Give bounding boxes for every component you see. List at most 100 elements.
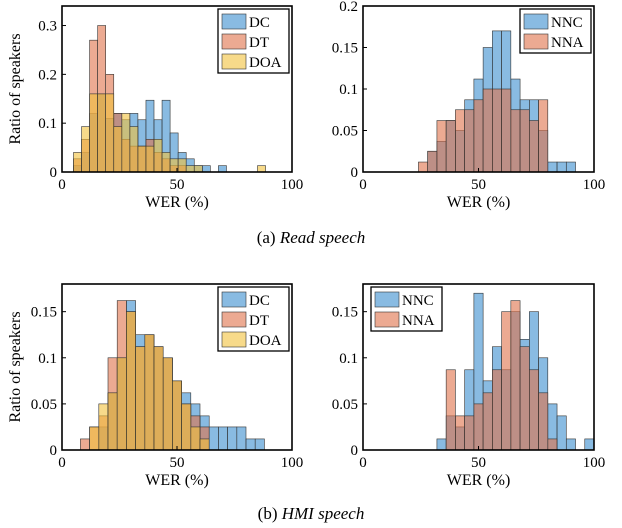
x-axis-title: WER (%) [447,194,511,211]
x-tick-label: 100 [583,177,606,193]
x-tick-label: 100 [281,455,304,471]
bar-doa [177,158,187,173]
bar-nna [436,120,447,173]
legend-swatch-dt [221,311,247,328]
bar-nna [529,369,539,451]
legend: NNC NNA [370,286,443,332]
legend: DC DT DOA [217,286,290,352]
bar-nna [501,88,512,173]
bar-dc [236,426,247,451]
y-tick-label: 0.15 [332,305,358,321]
y-axis-title: Ratio of speakers [7,311,24,422]
y-axis-title: Ratio of speakers [7,33,24,144]
bar-doa [153,138,163,173]
bar-doa [190,426,201,451]
bar-dc [254,438,265,451]
y-tick-label: 0.1 [339,351,358,367]
bar-doa [89,93,98,173]
bar-dc [218,165,227,173]
x-tick-label: 50 [471,177,486,193]
y-tick-label: 0.05 [332,124,358,140]
x-tick-label: 100 [583,455,606,471]
y-tick-label: 0.1 [38,116,57,132]
y-tick-label: 0.2 [38,67,57,83]
bar-nna [510,300,521,451]
bar-doa [257,165,266,173]
bar-nna [464,109,475,173]
bar-nna [492,88,502,173]
x-axis-title: WER (%) [145,472,209,489]
bar-doa [172,380,182,451]
bar-nna [519,346,530,451]
legend-swatch-nna [523,33,549,50]
bar-doa [137,145,147,173]
y-tick-label: 0.15 [31,305,57,321]
y-tick-label: 0 [50,443,58,459]
bar-doa [113,126,123,173]
legend-label-nnc: NNC [402,293,434,309]
bar-doa [193,165,203,173]
bar-nna [464,415,475,451]
bar-doa [81,126,90,173]
bar-doa [73,152,82,173]
bar-nna [501,311,512,451]
bar-nna [482,392,493,451]
bar-doa [144,334,155,451]
y-tick-label: 0.05 [31,397,57,413]
legend-label-dc: DC [249,293,270,309]
x-tick-label: 0 [58,455,66,471]
bar-nna [473,99,484,173]
y-tick-label: 0.2 [339,0,358,15]
x-tick-label: 50 [170,455,185,471]
bar-doa [89,426,100,451]
bar-dc [202,165,211,173]
bar-nna [492,369,502,451]
bar-doa [121,113,131,173]
y-tick-label: 0.1 [339,82,358,98]
bar-nna [427,150,438,173]
bar-dc [208,426,219,451]
subplot-hmi-speech-dc-dt-doa: 0 50 100 0 0.05 0.1 0.15 WER (%) Ratio of speake… [7,283,304,489]
bar-dc [245,438,256,451]
legend-swatch-nna [374,311,400,328]
caption-a: (a) Read speech [257,228,366,247]
x-tick-label: 100 [281,177,304,193]
bar-nna [510,109,521,173]
x-tick-label: 50 [170,177,185,193]
bar-doa [145,145,155,173]
legend-swatch-doa [221,331,247,348]
bar-doa [185,165,195,173]
bar-doa [97,93,107,173]
bar-nna [538,99,549,173]
bar-nna [547,438,558,451]
legend: NNC NNA [519,8,592,54]
caption-b: (b) HMI speech [258,504,365,523]
series-nna [445,300,558,451]
x-tick-label: 0 [58,177,66,193]
subplot-hmi-speech-nnc-nna: 0 50 100 0 0.05 0.1 0.15 WER (%) NNC NNA [332,283,606,489]
bar-doa [161,152,171,173]
bar-nna [529,120,539,173]
x-tick-label: 50 [471,455,486,471]
legend-swatch-doa [221,53,247,70]
x-tick-label: 0 [359,177,367,193]
bar-nna [455,109,465,173]
legend-label-nnc: NNC [551,15,583,31]
bar-dc [218,426,228,451]
bar-nna [519,109,530,173]
y-tick-label: 0.1 [38,351,57,367]
legend: DC DT DOA [217,8,290,74]
bar-doa [116,357,127,451]
bar-doa [107,392,118,451]
y-tick-label: 0 [351,165,359,181]
bar-nnc [556,415,567,451]
y-tick-label: 0.05 [332,397,358,413]
subplot-read-speech-nnc-nna: 0 50 100 0 0.05 0.1 0.15 0.2 WER (%) NNC NNA [332,0,606,211]
bar-doa [153,346,164,451]
bar-nna [418,161,428,173]
legend-swatch-dt [221,33,247,50]
legend-label-doa: DOA [249,333,282,349]
bar-dt [80,438,90,451]
bar-nnc [436,438,447,451]
bar-nna [445,369,456,451]
